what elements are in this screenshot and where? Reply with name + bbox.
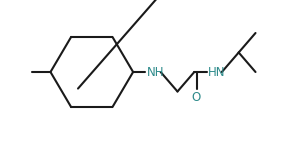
Text: O: O: [191, 91, 200, 103]
Text: NH: NH: [147, 66, 165, 78]
Text: HN: HN: [207, 66, 225, 78]
